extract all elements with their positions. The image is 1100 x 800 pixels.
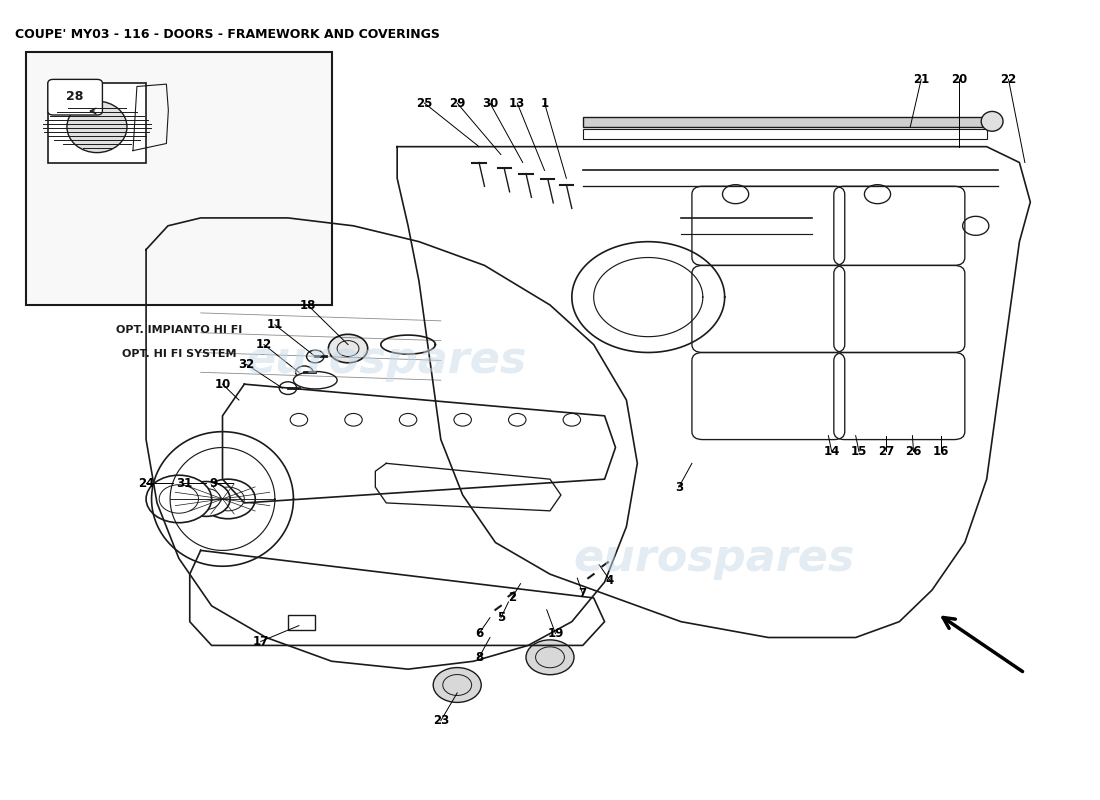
Text: 17: 17 <box>253 635 268 648</box>
Text: 25: 25 <box>416 97 432 110</box>
Text: 28: 28 <box>66 90 84 103</box>
Circle shape <box>296 366 314 378</box>
Text: 3: 3 <box>674 481 683 494</box>
Text: 13: 13 <box>509 97 526 110</box>
Text: 15: 15 <box>850 445 867 458</box>
Text: 31: 31 <box>176 477 192 490</box>
Text: 6: 6 <box>475 627 483 640</box>
Circle shape <box>279 382 297 394</box>
Text: 24: 24 <box>138 477 154 490</box>
Bar <box>583 117 987 127</box>
Text: 22: 22 <box>1000 73 1016 86</box>
Text: 9: 9 <box>210 477 218 490</box>
Text: 2: 2 <box>508 591 516 605</box>
Ellipse shape <box>294 371 337 389</box>
Ellipse shape <box>981 111 1003 131</box>
Bar <box>583 130 987 138</box>
Circle shape <box>183 482 230 516</box>
Ellipse shape <box>67 101 126 153</box>
Text: 11: 11 <box>267 318 283 331</box>
Text: 21: 21 <box>913 73 930 86</box>
Text: OPT. HI FI SYSTEM: OPT. HI FI SYSTEM <box>122 349 236 358</box>
Circle shape <box>146 475 211 522</box>
Bar <box>26 52 332 305</box>
Text: 5: 5 <box>497 611 505 624</box>
Text: 1: 1 <box>540 97 549 110</box>
Circle shape <box>329 334 367 362</box>
Circle shape <box>526 640 574 674</box>
Text: 14: 14 <box>824 445 839 458</box>
Circle shape <box>200 479 255 518</box>
Text: 12: 12 <box>256 338 272 351</box>
Circle shape <box>433 667 481 702</box>
Circle shape <box>307 350 324 362</box>
Bar <box>288 615 316 630</box>
Text: 32: 32 <box>239 358 254 371</box>
Text: 29: 29 <box>449 97 465 110</box>
Text: 20: 20 <box>952 73 968 86</box>
Text: 23: 23 <box>432 714 449 727</box>
Text: 8: 8 <box>475 650 483 664</box>
Text: 18: 18 <box>299 298 316 311</box>
FancyBboxPatch shape <box>47 79 102 115</box>
Bar <box>47 83 146 162</box>
Text: 19: 19 <box>548 627 563 640</box>
Text: 7: 7 <box>579 587 586 601</box>
Text: 26: 26 <box>905 445 922 458</box>
Text: OPT. IMPIANTO HI FI: OPT. IMPIANTO HI FI <box>116 325 242 334</box>
Text: 4: 4 <box>606 574 614 587</box>
Text: eurospares: eurospares <box>573 537 855 580</box>
Text: COUPE' MY03 - 116 - DOORS - FRAMEWORK AND COVERINGS: COUPE' MY03 - 116 - DOORS - FRAMEWORK AN… <box>15 28 440 41</box>
Text: 27: 27 <box>878 445 894 458</box>
Text: 16: 16 <box>933 445 949 458</box>
Text: 30: 30 <box>482 97 498 110</box>
Text: eurospares: eurospares <box>245 339 527 382</box>
Text: 10: 10 <box>214 378 231 390</box>
